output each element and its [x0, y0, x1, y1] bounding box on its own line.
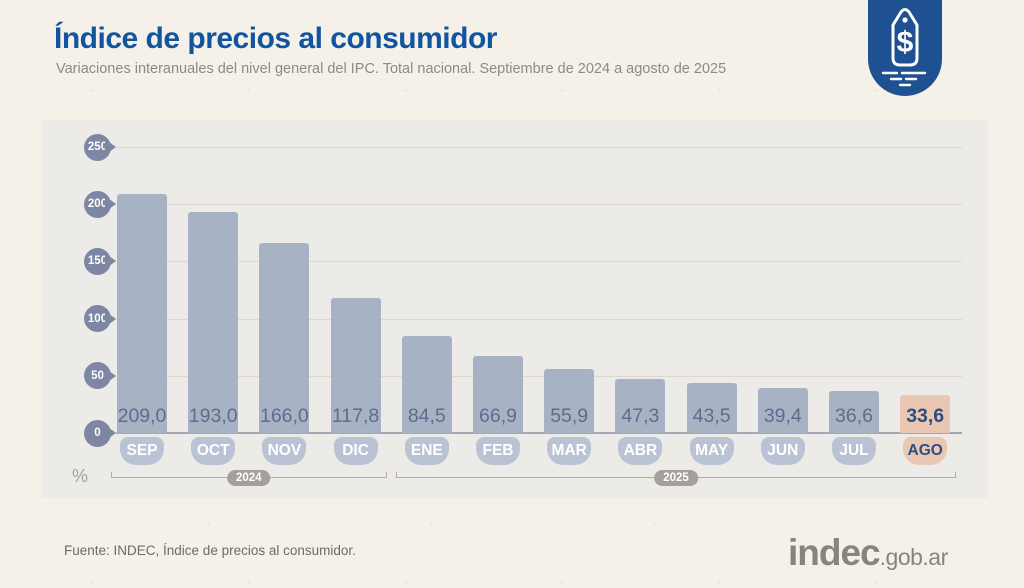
y-axis-unit-label: % [72, 466, 89, 486]
gridline [116, 261, 962, 263]
dollar-symbol: $ [897, 26, 914, 59]
indec-logo: indec .gob.ar [788, 532, 948, 574]
y-axis-pin: 50 [84, 362, 111, 390]
month-pill: JUN [760, 437, 805, 465]
month-pill: JUL [832, 437, 876, 465]
bar-value-label: 33,6 [906, 405, 945, 427]
year-label: 2024 [227, 470, 271, 486]
bar [401, 336, 452, 433]
logo-main: indec [788, 532, 881, 573]
y-axis-pin: 250 [84, 133, 111, 161]
bar [757, 387, 808, 433]
bar-value-label: 55,9 [550, 405, 589, 427]
bar [686, 383, 737, 433]
y-axis-pin: 0 [84, 419, 111, 447]
bar [615, 378, 666, 433]
month-pill: DIC [333, 437, 378, 465]
month-pill: MAY [689, 437, 734, 465]
bar [473, 356, 523, 433]
source-note: Fuente: INDEC, Índice de precios al cons… [64, 543, 356, 558]
y-axis-pin: 150 [84, 247, 111, 275]
month-pill: FEB [476, 437, 520, 465]
bar [330, 298, 381, 433]
month-pill: OCT [191, 437, 236, 465]
bar-value-label: 47,3 [621, 405, 660, 427]
price-tag-badge: $ [868, 0, 942, 96]
bar-value-label: 117,8 [331, 405, 380, 427]
y-axis-pin: 200 [84, 190, 111, 218]
month-pill: NOV [262, 437, 307, 465]
bar-value-label: 43,5 [692, 405, 731, 427]
month-pill: AGO [903, 437, 948, 465]
logo-suffix: .gob.ar [879, 544, 949, 570]
bar-value-label: 166,0 [259, 405, 309, 427]
year-label: 2025 [654, 470, 698, 486]
bar [188, 212, 239, 433]
bar [829, 391, 879, 433]
month-pill: SEP [120, 437, 164, 465]
month-pill: MAR [547, 437, 592, 465]
bar [259, 243, 310, 433]
gridline [116, 204, 962, 206]
gridline [116, 318, 962, 320]
bar-value-label: 193,0 [188, 405, 238, 427]
bar-chart: 250 200 150 100 50 0 209,0 SEP 193,0 OCT 166,0 NOV 1… [42, 120, 988, 498]
bar [117, 193, 167, 433]
bar [544, 369, 595, 433]
chart-panel: 250 200 150 100 50 0 209,0 SEP 193,0 OCT 166,0 NOV 1… [42, 120, 988, 498]
bar-value-label: 36,6 [835, 405, 873, 427]
price-tag-icon: $ [881, 8, 927, 87]
month-pill: ENE [404, 437, 449, 465]
bar-value-label: 84,5 [407, 405, 446, 427]
bar [900, 394, 951, 433]
x-axis-line [116, 432, 962, 434]
y-axis-pin: 100 [84, 305, 111, 333]
bar-value-label: 39,4 [763, 405, 802, 427]
bar-value-label: 66,9 [479, 405, 517, 427]
bar-value-label: 209,0 [117, 405, 167, 427]
month-pill: ABR [618, 437, 663, 465]
page-title: Índice de precios al consumidor [54, 22, 497, 55]
gridline [116, 375, 962, 377]
gridline [116, 147, 962, 148]
page-subtitle: Variaciones interanuales del nivel gener… [56, 61, 727, 77]
